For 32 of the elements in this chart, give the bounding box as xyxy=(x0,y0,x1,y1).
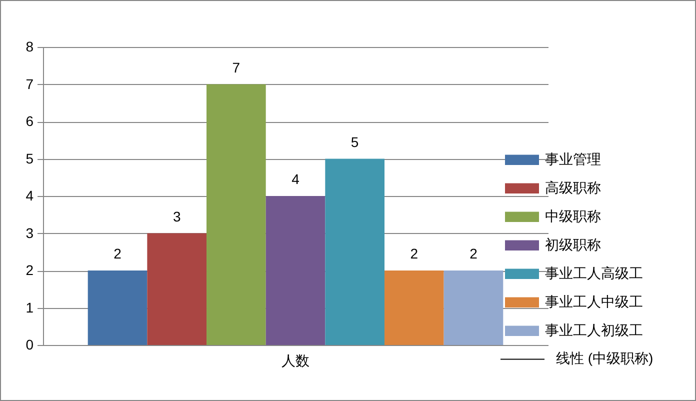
y-tick-label: 4 xyxy=(26,188,34,204)
bar xyxy=(88,270,148,345)
bar xyxy=(147,233,207,345)
data-label: 2 xyxy=(114,246,122,262)
y-tick-label: 7 xyxy=(26,76,34,92)
legend-label: 中级职称 xyxy=(545,208,601,224)
y-tick-label: 5 xyxy=(26,150,34,166)
legend-label: 事业工人中级工 xyxy=(545,293,643,310)
data-label: 3 xyxy=(172,208,181,224)
y-tick-label: 3 xyxy=(26,224,34,241)
bar xyxy=(206,84,266,345)
y-tick-label: 6 xyxy=(26,113,34,129)
data-label: 4 xyxy=(292,171,300,187)
data-label: 5 xyxy=(350,134,359,150)
legend-label: 事业工人初级工 xyxy=(545,322,643,338)
y-tick-label: 8 xyxy=(26,38,34,54)
bar xyxy=(384,270,444,345)
y-tick-label: 1 xyxy=(26,299,34,316)
legend-label: 事业管理 xyxy=(545,150,601,167)
x-tick-label: 人数 xyxy=(282,352,310,368)
y-tick-label: 2 xyxy=(26,262,34,278)
bar xyxy=(266,196,326,345)
data-label: 2 xyxy=(410,246,418,262)
legend-label: 高级职称 xyxy=(545,179,601,196)
legend-label: 线性 (中级职称) xyxy=(556,350,654,366)
bar xyxy=(325,158,384,345)
legend-label: 事业工人高级工 xyxy=(545,264,643,281)
legend-label: 初级职称 xyxy=(545,236,601,252)
y-tick-label: 0 xyxy=(26,336,34,352)
data-label: 7 xyxy=(232,59,240,76)
bar xyxy=(444,270,504,345)
data-label: 2 xyxy=(470,246,478,262)
